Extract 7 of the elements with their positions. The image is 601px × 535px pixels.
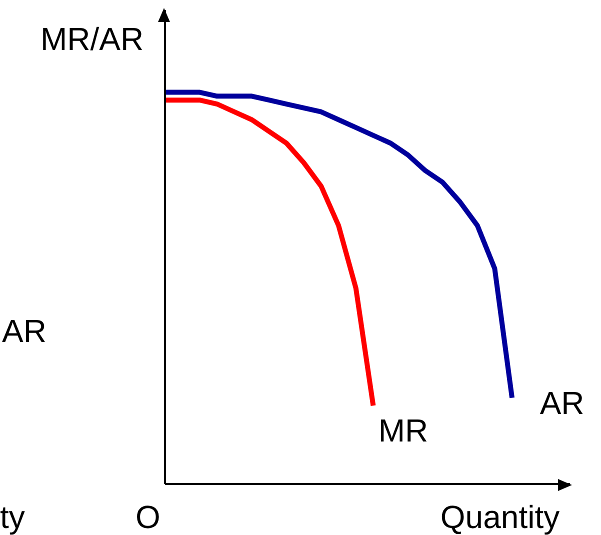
series-label: MR bbox=[378, 412, 428, 449]
text: O bbox=[136, 499, 160, 535]
text: ty bbox=[0, 499, 25, 535]
y-axis-title: MR/AR bbox=[40, 21, 144, 57]
text: AR bbox=[2, 313, 46, 349]
x-axis-title: Quantity bbox=[440, 499, 560, 535]
series-label: AR bbox=[540, 384, 584, 421]
